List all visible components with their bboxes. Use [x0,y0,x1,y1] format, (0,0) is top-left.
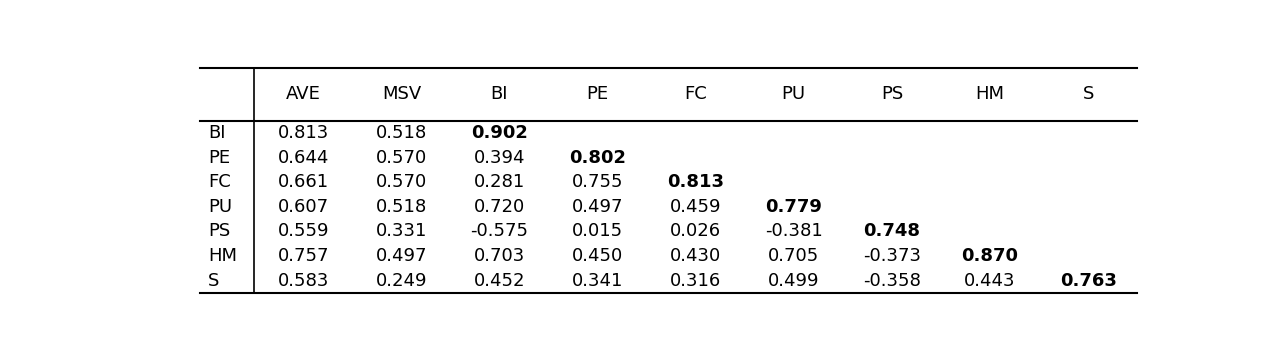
Text: 0.450: 0.450 [572,247,623,265]
Text: 0.644: 0.644 [278,149,329,166]
Text: 0.518: 0.518 [376,198,428,216]
Text: 0.583: 0.583 [278,272,329,290]
Text: -0.575: -0.575 [471,223,529,240]
Text: 0.703: 0.703 [474,247,525,265]
Text: S: S [207,272,219,290]
Text: 0.281: 0.281 [474,173,525,191]
Text: 0.459: 0.459 [669,198,722,216]
Text: PU: PU [782,85,806,103]
Text: 0.902: 0.902 [471,124,527,142]
Text: 0.755: 0.755 [572,173,623,191]
Text: 0.394: 0.394 [474,149,525,166]
Text: 0.607: 0.607 [278,198,329,216]
Text: 0.813: 0.813 [278,124,329,142]
Text: 0.763: 0.763 [1060,272,1116,290]
Text: 0.802: 0.802 [570,149,626,166]
Text: 0.497: 0.497 [375,247,428,265]
Text: PE: PE [207,149,230,166]
Text: 0.720: 0.720 [474,198,525,216]
Text: PS: PS [881,85,902,103]
Text: 0.497: 0.497 [572,198,623,216]
Text: 0.026: 0.026 [671,223,721,240]
Text: HM: HM [207,247,237,265]
Text: 0.430: 0.430 [669,247,722,265]
Text: 0.570: 0.570 [376,149,428,166]
Text: 0.570: 0.570 [376,173,428,191]
Text: 0.341: 0.341 [572,272,623,290]
Text: -0.373: -0.373 [863,247,920,265]
Text: S: S [1083,85,1093,103]
Text: BI: BI [207,124,225,142]
Text: 0.559: 0.559 [278,223,329,240]
Text: 0.661: 0.661 [278,173,329,191]
Text: 0.813: 0.813 [667,173,724,191]
Text: -0.358: -0.358 [863,272,920,290]
Text: BI: BI [490,85,508,103]
Text: 0.452: 0.452 [474,272,525,290]
Text: 0.015: 0.015 [572,223,623,240]
Text: PE: PE [586,85,609,103]
Text: FC: FC [685,85,707,103]
Text: HM: HM [975,85,1005,103]
Text: 0.499: 0.499 [768,272,819,290]
Text: 0.249: 0.249 [375,272,428,290]
Text: MSV: MSV [381,85,421,103]
Text: 0.870: 0.870 [961,247,1019,265]
Text: 0.331: 0.331 [376,223,428,240]
Text: AVE: AVE [285,85,321,103]
Text: 0.748: 0.748 [864,223,920,240]
Text: 0.705: 0.705 [768,247,819,265]
Text: 0.518: 0.518 [376,124,428,142]
Text: -0.381: -0.381 [765,223,823,240]
Text: 0.316: 0.316 [669,272,722,290]
Text: 0.779: 0.779 [765,198,822,216]
Text: FC: FC [207,173,230,191]
Text: 0.443: 0.443 [964,272,1016,290]
Text: 0.757: 0.757 [278,247,329,265]
Text: PS: PS [207,223,230,240]
Text: PU: PU [207,198,232,216]
